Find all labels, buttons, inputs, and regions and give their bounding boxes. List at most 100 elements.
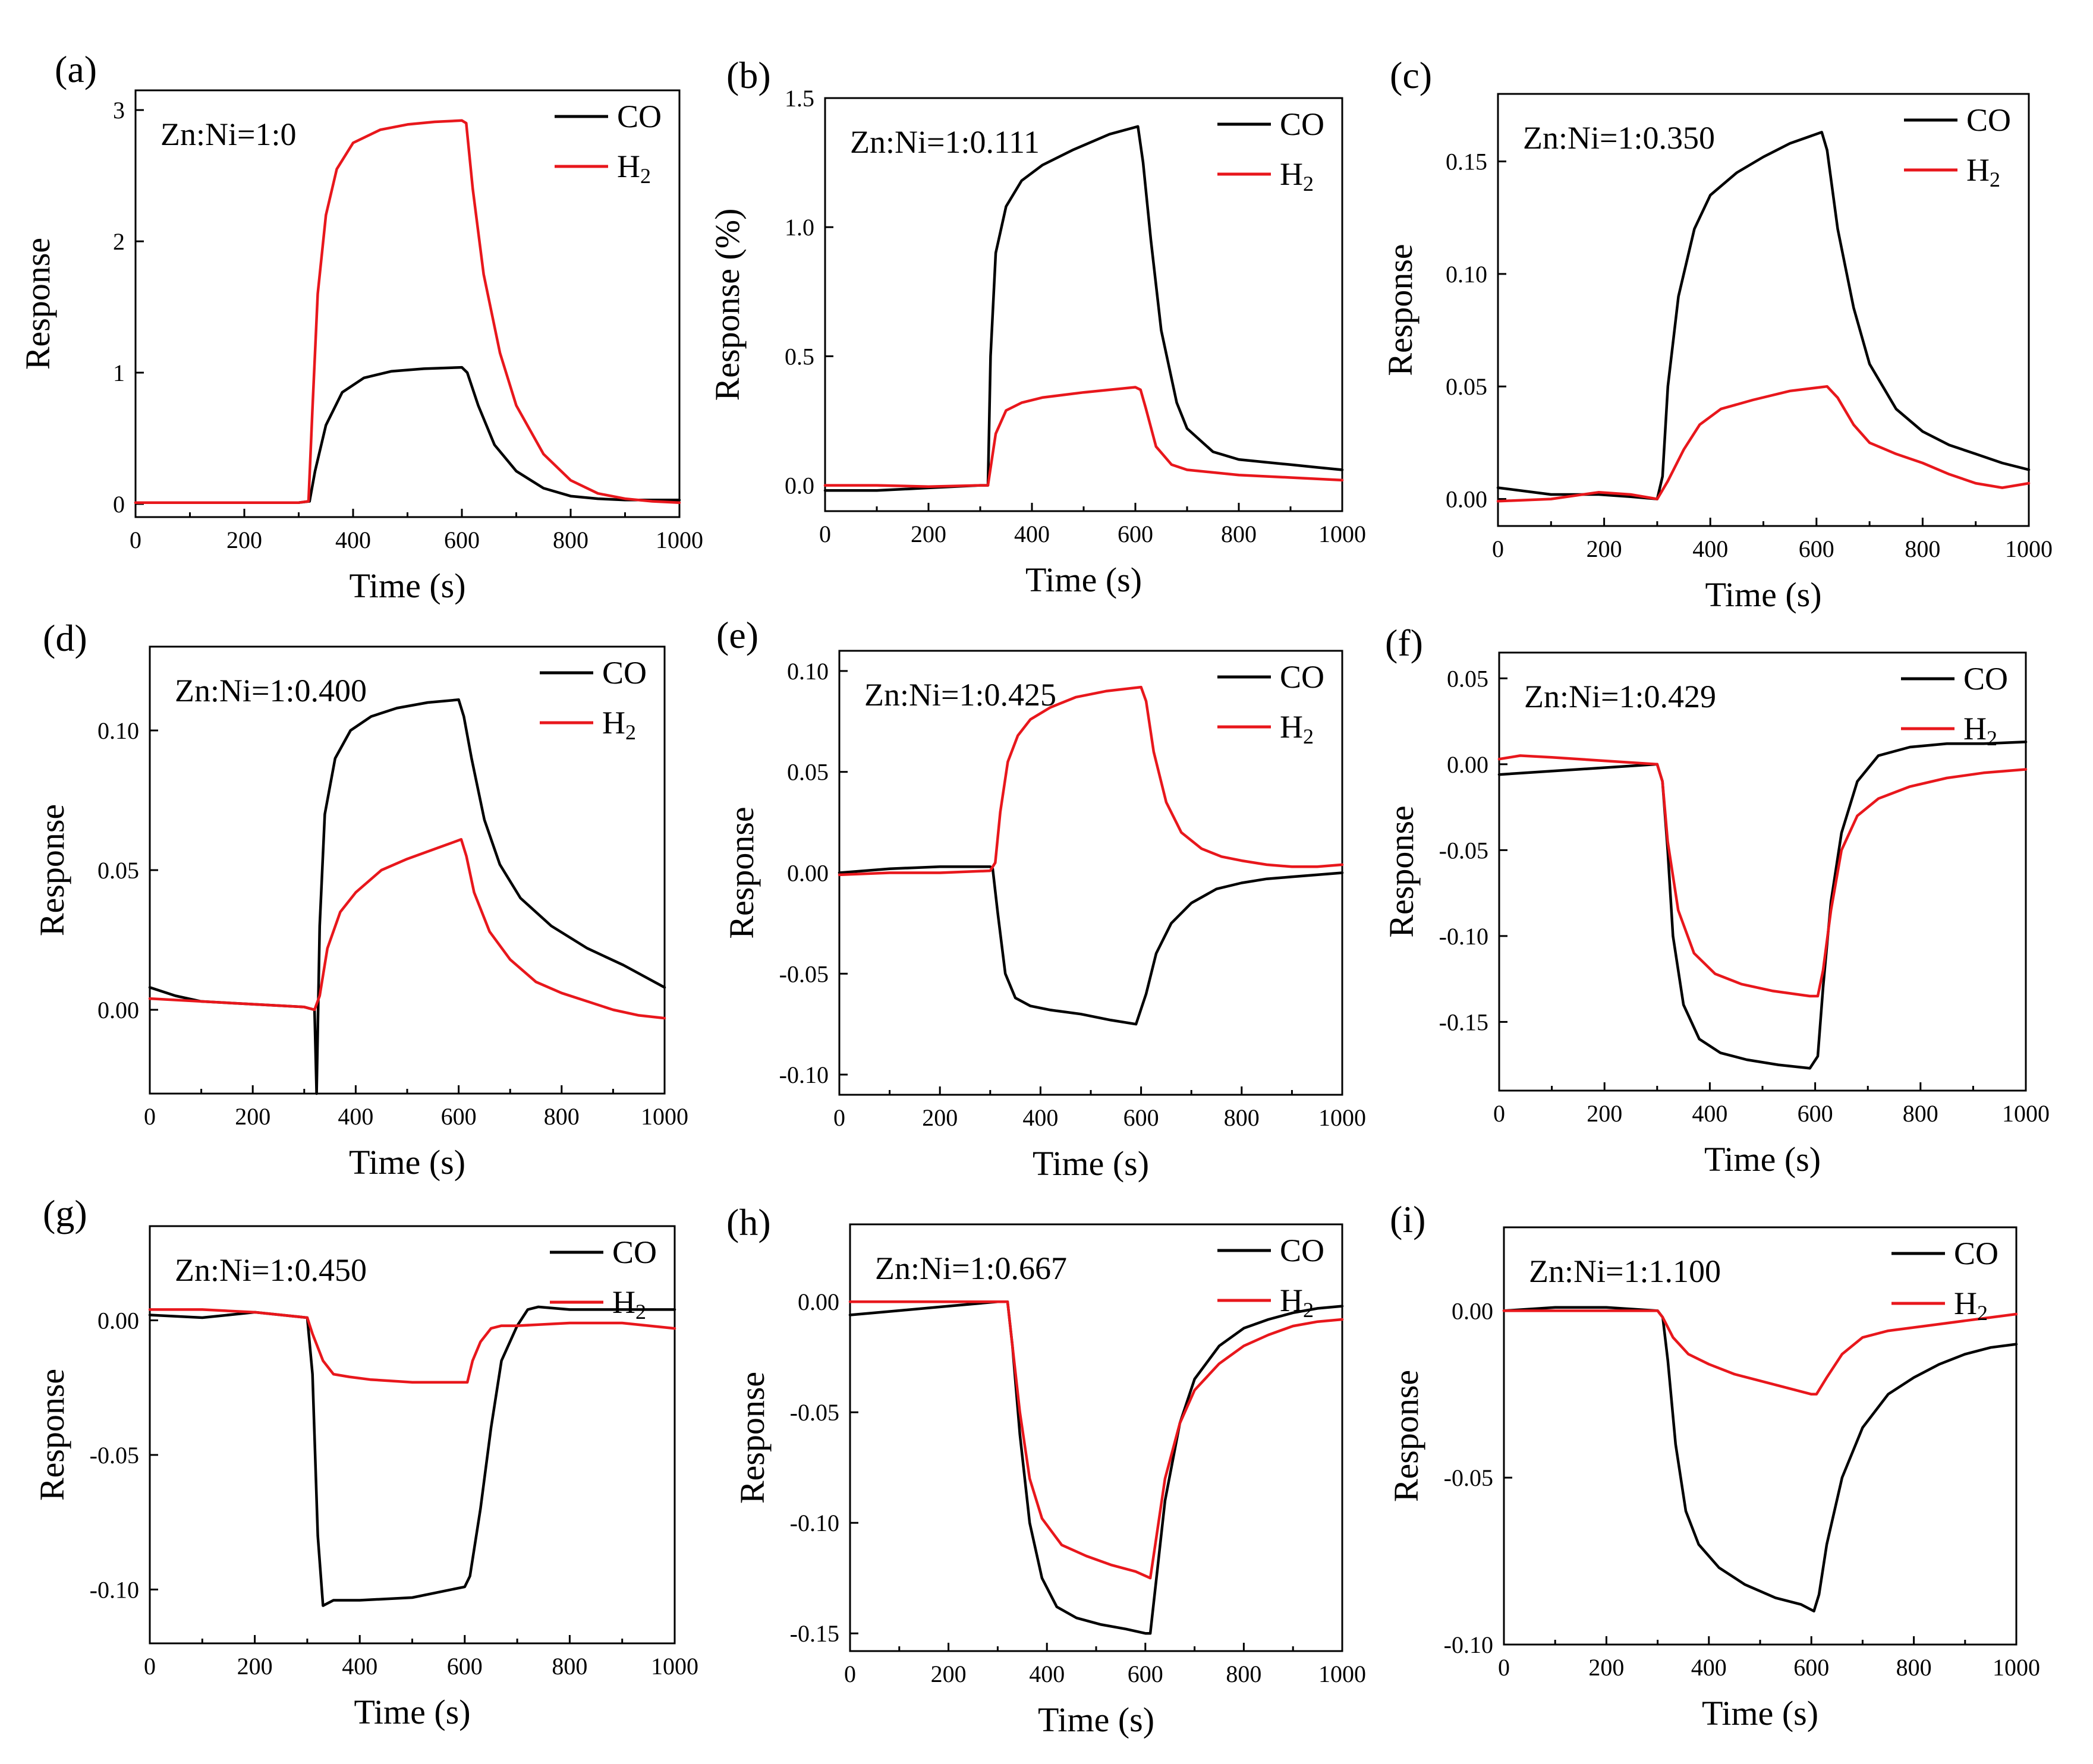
- legend-h2-label: H2: [617, 149, 651, 188]
- legend-h2-main: H: [1280, 1283, 1303, 1318]
- y-axis-title: Response: [1381, 244, 1420, 376]
- legend-h2-subscript: 2: [625, 720, 636, 744]
- panel-letter: (a): [55, 48, 97, 90]
- legend-h2-label: H2: [1280, 1283, 1314, 1322]
- x-tick-label: 1000: [641, 1103, 688, 1130]
- x-tick-label: 200: [911, 521, 946, 547]
- y-tick-label: 0.00: [787, 860, 829, 887]
- y-tick-label: 0.10: [1446, 261, 1487, 288]
- composition-label: Zn:Ni=1:0: [160, 116, 296, 152]
- legend-co-label: CO: [1963, 661, 2008, 697]
- y-tick-label: 0.05: [1446, 373, 1487, 400]
- x-axis-title: Time (s): [1033, 1144, 1149, 1183]
- x-tick-label: 0: [130, 527, 141, 553]
- series-line-h2: [848, 1300, 1344, 1580]
- y-axis-title: Response: [722, 807, 761, 938]
- legend-h2-subscript: 2: [1303, 1298, 1314, 1322]
- series-line-co: [823, 125, 1344, 492]
- x-axis-title: Time (s): [349, 1143, 465, 1182]
- x-tick-label: 600: [444, 527, 480, 553]
- y-tick-label: 0.05: [787, 759, 829, 786]
- y-tick-label: -0.05: [790, 1399, 839, 1426]
- y-tick-label: -0.05: [779, 960, 829, 987]
- y-tick-label: -0.10: [1439, 923, 1488, 950]
- x-tick-label: 0: [833, 1104, 845, 1131]
- x-tick-label: 400: [1691, 1654, 1727, 1681]
- panel-g: 0 200 400 600 800 1000 -0.10 -0.05 0.00 Time (s) R…: [33, 1192, 698, 1731]
- series-line-co: [134, 366, 681, 504]
- legend-h2-main: H: [1280, 709, 1303, 745]
- panel-b: 0 200 400 600 800 1000 0.0 0.5 1.0 1.5 Time (s) Res…: [708, 54, 1366, 599]
- legend-h2-subscript: 2: [1990, 168, 2000, 191]
- composition-label: Zn:Ni=1:0.425: [864, 677, 1056, 713]
- composition-label: Zn:Ni=1:0.429: [1524, 679, 1716, 714]
- x-tick-label: 400: [1692, 536, 1728, 562]
- x-tick-label: 400: [342, 1653, 377, 1680]
- y-axis-title: Response: [1382, 805, 1421, 937]
- legend-h2-main: H: [617, 149, 640, 184]
- x-tick-label: 1000: [1318, 1661, 1366, 1687]
- composition-label: Zn:Ni=1:0.350: [1523, 120, 1715, 156]
- y-tick-label: -0.05: [1439, 837, 1488, 864]
- x-tick-label: 800: [1226, 1661, 1261, 1687]
- y-tick-label: 1: [113, 360, 125, 386]
- x-tick-label: 0: [844, 1661, 856, 1687]
- plot-frame: [824, 97, 1343, 512]
- y-tick-label: 0.10: [97, 717, 139, 744]
- series-line-co: [1502, 1306, 2018, 1613]
- panel-i: 0 200 400 600 800 1000 -0.10 -0.05 0.00 Time (s) R…: [1387, 1198, 2040, 1732]
- y-tick-label: 0.0: [785, 472, 814, 499]
- x-tick-label: 800: [544, 1103, 580, 1130]
- legend-h2-main: H: [602, 705, 625, 741]
- y-axis-title: Response: [33, 804, 71, 936]
- x-tick-label: 800: [1905, 536, 1940, 562]
- y-tick-label: -0.10: [790, 1510, 839, 1536]
- legend-h2-subscript: 2: [635, 1300, 646, 1324]
- y-axis-title: Response: [33, 1369, 71, 1501]
- x-axis-title: Time (s): [1025, 560, 1142, 599]
- panel-d: 0 200 400 600 800 1000 0.00 0.05 0.10 Time (s) Res…: [33, 617, 688, 1182]
- y-axis-title: Response: [1387, 1370, 1425, 1502]
- legend-h2-subscript: 2: [1303, 724, 1314, 748]
- plot-frame: [149, 645, 666, 1095]
- y-axis-title: Response: [733, 1372, 772, 1504]
- series-line-h2: [148, 1308, 676, 1384]
- plot-frame: [1497, 93, 2030, 527]
- composition-label: Zn:Ni=1:0.111: [850, 124, 1040, 160]
- x-tick-label: 1000: [2005, 536, 2053, 562]
- composition-label: Zn:Ni=1:0.400: [175, 673, 367, 708]
- y-tick-label: -0.10: [1444, 1631, 1493, 1658]
- panel-letter: (b): [726, 54, 771, 96]
- x-tick-label: 400: [335, 527, 371, 553]
- x-tick-label: 200: [237, 1653, 273, 1680]
- y-tick-label: 0.00: [1452, 1297, 1493, 1324]
- y-tick-label: 0.00: [97, 1308, 139, 1334]
- x-tick-label: 200: [235, 1103, 270, 1130]
- x-tick-label: 200: [922, 1104, 958, 1131]
- legend-co-label: CO: [1954, 1236, 1998, 1271]
- plot-frame: [1503, 1226, 2018, 1646]
- composition-label: Zn:Ni=1:0.667: [875, 1250, 1067, 1286]
- x-tick-label: 1000: [651, 1653, 698, 1680]
- y-tick-label: 0: [113, 491, 125, 518]
- plot-frame: [134, 89, 681, 518]
- plot-frame: [1498, 651, 2027, 1092]
- legend-h2-label: H2: [1963, 711, 1997, 750]
- series-line-co: [1497, 741, 2028, 1070]
- legend-co-label: CO: [1280, 1233, 1324, 1268]
- series-line-h2: [134, 119, 681, 504]
- y-tick-label: 0.5: [785, 343, 814, 370]
- y-tick-label: 0.00: [798, 1289, 839, 1315]
- legend-co-label: CO: [602, 655, 647, 691]
- y-tick-label: -0.15: [1439, 1009, 1488, 1035]
- legend-h2-main: H: [1966, 152, 1990, 188]
- x-tick-label: 0: [819, 521, 831, 547]
- x-axis-title: Time (s): [1705, 575, 1821, 614]
- x-tick-label: 0: [1493, 1100, 1505, 1127]
- x-tick-label: 0: [144, 1653, 156, 1680]
- y-tick-label: 3: [113, 97, 125, 124]
- series-line-co: [1496, 131, 2031, 500]
- x-tick-label: 1000: [656, 527, 703, 553]
- panel-c: 0 200 400 600 800 1000 0.00 0.05 0.10 0.15 Time (s…: [1381, 54, 2053, 614]
- y-tick-label: 1.5: [785, 85, 814, 112]
